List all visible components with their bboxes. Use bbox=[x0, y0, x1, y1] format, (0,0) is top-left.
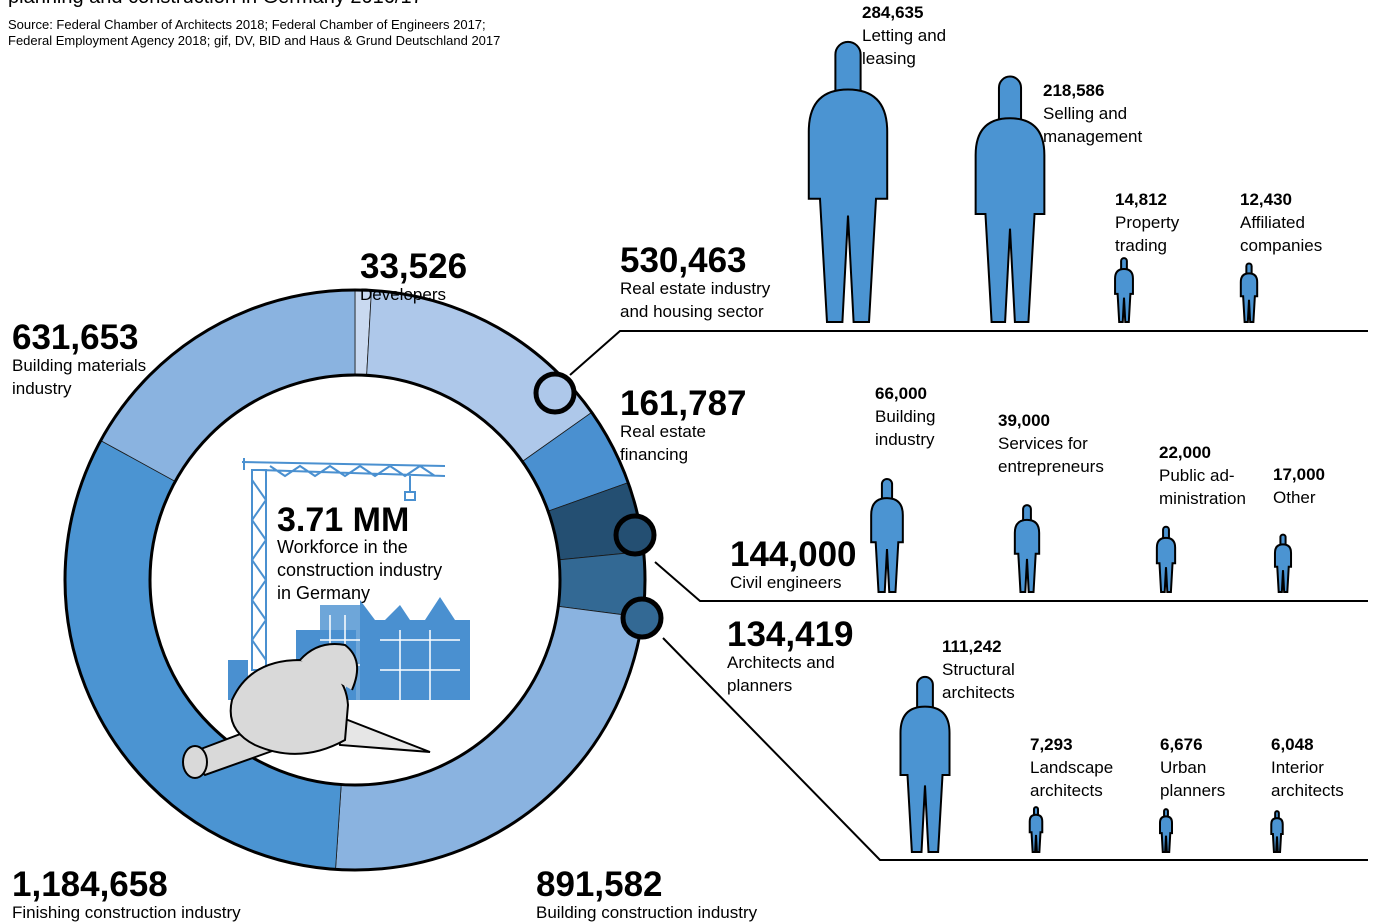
figure-value-label: 6,048 bbox=[1271, 735, 1314, 754]
figure-value-label: 22,000 bbox=[1159, 443, 1211, 462]
figure-value-label: 12,430 bbox=[1240, 190, 1292, 209]
person-figure bbox=[976, 77, 1045, 322]
figure-value-label: 66,000 bbox=[875, 384, 927, 403]
figure-body bbox=[1271, 818, 1282, 852]
leader-line bbox=[654, 561, 1368, 602]
figure-label: Landscape architects bbox=[1030, 758, 1113, 800]
title: planning and construction in Germany 201… bbox=[8, 0, 423, 8]
figure-label: Services for entrepreneurs bbox=[998, 434, 1104, 476]
figure-body bbox=[1115, 269, 1133, 322]
center-value: 3.71 MM bbox=[277, 501, 409, 539]
figure-label: Selling and management bbox=[1043, 104, 1143, 146]
figure-body bbox=[1157, 538, 1175, 592]
figure-body bbox=[809, 90, 887, 322]
figure-label: Public ad-ministration bbox=[1159, 466, 1246, 508]
slice-label: Civil engineers bbox=[730, 573, 842, 592]
figure-value-label: 17,000 bbox=[1273, 465, 1325, 484]
figure-body bbox=[1015, 520, 1039, 592]
person-figure bbox=[1271, 811, 1282, 852]
person-figure bbox=[809, 42, 887, 322]
figure-body bbox=[1030, 815, 1043, 852]
slice-value-label: 144,000 bbox=[730, 535, 857, 574]
person-figure bbox=[1015, 505, 1039, 592]
figure-body bbox=[900, 707, 949, 852]
slice-label: Real estate financing bbox=[620, 422, 706, 464]
figure-label: Structural architects bbox=[942, 660, 1015, 702]
magnifier bbox=[620, 596, 664, 640]
figure-body bbox=[871, 498, 903, 592]
person-figure bbox=[1160, 809, 1172, 852]
figure-value-label: 7,293 bbox=[1030, 735, 1073, 754]
figure-body bbox=[1241, 273, 1257, 322]
magnifier bbox=[613, 513, 657, 557]
leader-line bbox=[662, 637, 1368, 861]
figure-label: Urban planners bbox=[1160, 758, 1225, 800]
figure-label: Affiliated companies bbox=[1240, 213, 1322, 255]
magnifier bbox=[533, 371, 577, 415]
source: Source: Federal Chamber of Architects 20… bbox=[8, 17, 500, 48]
slice-value-label: 161,787 bbox=[620, 384, 747, 423]
slice-label: Building materials industry bbox=[12, 356, 146, 398]
figure-label: Building industry bbox=[875, 407, 936, 449]
slice-value-label: 631,653 bbox=[12, 318, 139, 357]
person-figure bbox=[871, 479, 903, 592]
figure-value-label: 218,586 bbox=[1043, 81, 1104, 100]
figure-value-label: 6,676 bbox=[1160, 735, 1203, 754]
slice-label: Real estate industry and housing sector bbox=[620, 279, 771, 321]
figure-label: Letting and leasing bbox=[862, 26, 946, 68]
figure-body bbox=[976, 118, 1045, 322]
donut-outline bbox=[63, 288, 647, 872]
figure-label: Other bbox=[1273, 488, 1316, 507]
figure-value-label: 39,000 bbox=[998, 411, 1050, 430]
illustration bbox=[182, 458, 470, 779]
leader-line bbox=[569, 330, 1368, 376]
slice-value-label: 530,463 bbox=[620, 241, 747, 280]
figure-value-label: 14,812 bbox=[1115, 190, 1167, 209]
person-figure bbox=[1241, 263, 1257, 322]
slice-label: Developers bbox=[360, 285, 446, 304]
slice-label: Finishing construction industry bbox=[12, 903, 241, 922]
figure-label: Interior architects bbox=[1271, 758, 1344, 800]
person-figure bbox=[900, 677, 949, 852]
figure-body bbox=[1160, 816, 1172, 852]
slice-label: Building construction industry bbox=[536, 903, 758, 922]
person-figure bbox=[1157, 527, 1175, 592]
person-figure bbox=[1030, 807, 1043, 852]
figure-value-label: 284,635 bbox=[862, 3, 923, 22]
center-label: Workforce in the construction industry in … bbox=[277, 537, 442, 603]
slice-label: Architects and planners bbox=[727, 653, 835, 695]
person-figure bbox=[1275, 535, 1291, 592]
slice-value-label: 33,526 bbox=[360, 247, 467, 286]
figure-body bbox=[1275, 544, 1291, 592]
person-figure bbox=[1115, 258, 1133, 322]
figure-label: Property trading bbox=[1115, 213, 1180, 255]
figure-value-label: 111,242 bbox=[942, 637, 1002, 656]
slice-value-label: 1,184,658 bbox=[12, 865, 168, 904]
slice-value-label: 891,582 bbox=[536, 865, 663, 904]
slice-value-label: 134,419 bbox=[727, 615, 854, 654]
